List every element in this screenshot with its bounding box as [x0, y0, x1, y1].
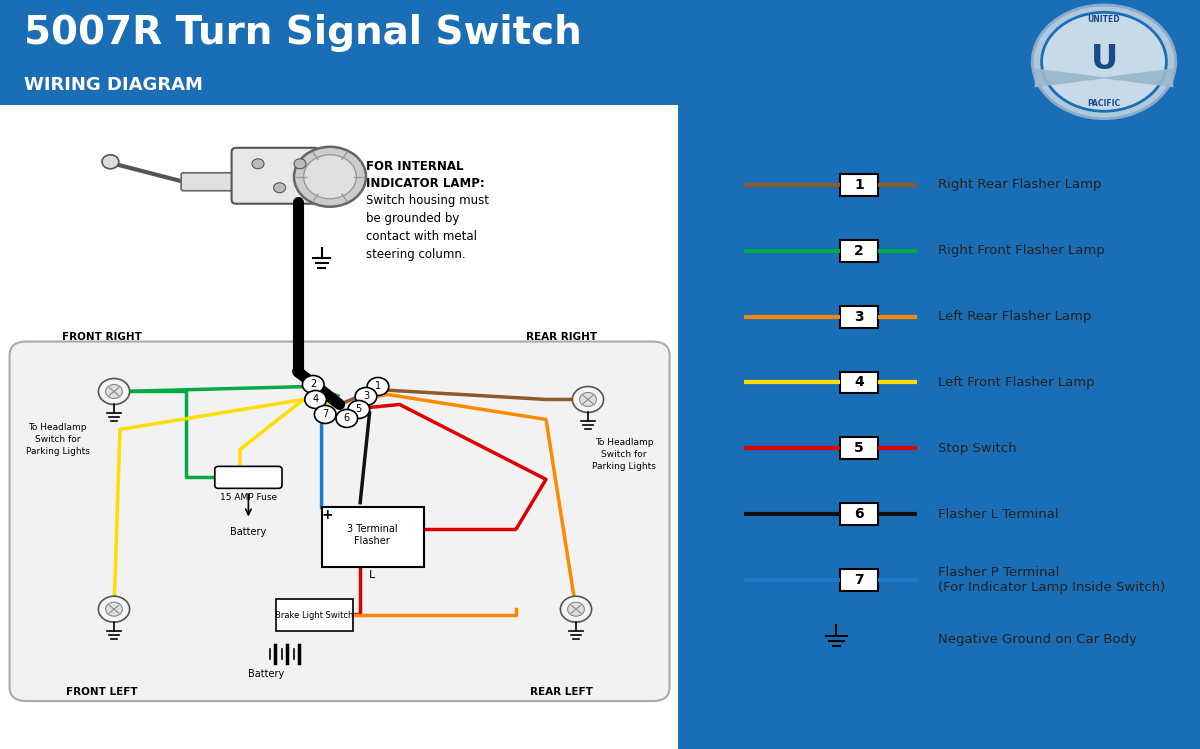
Text: 3: 3	[854, 309, 864, 324]
Circle shape	[274, 183, 286, 192]
Text: 5: 5	[355, 404, 362, 414]
FancyBboxPatch shape	[322, 507, 424, 567]
FancyBboxPatch shape	[276, 599, 353, 631]
Polygon shape	[1104, 69, 1172, 87]
FancyBboxPatch shape	[840, 174, 878, 195]
Text: L: L	[368, 570, 376, 580]
Circle shape	[572, 386, 604, 413]
Text: 3: 3	[362, 392, 370, 401]
Circle shape	[560, 596, 592, 622]
FancyBboxPatch shape	[840, 437, 878, 459]
Circle shape	[348, 401, 370, 419]
Text: 2: 2	[854, 243, 864, 258]
Text: FOR INTERNAL
INDICATOR LAMP:: FOR INTERNAL INDICATOR LAMP:	[366, 160, 485, 189]
Circle shape	[305, 390, 326, 408]
Circle shape	[367, 377, 389, 395]
Text: Right Rear Flasher Lamp: Right Rear Flasher Lamp	[938, 178, 1102, 191]
Circle shape	[355, 387, 377, 405]
Circle shape	[98, 378, 130, 404]
Circle shape	[252, 159, 264, 169]
Circle shape	[102, 155, 119, 169]
Text: Switch housing must
be grounded by
contact with metal
steering column.: Switch housing must be grounded by conta…	[366, 194, 490, 261]
Text: To Headlamp
Switch for
Parking Lights: To Headlamp Switch for Parking Lights	[592, 438, 656, 470]
FancyBboxPatch shape	[840, 569, 878, 591]
FancyBboxPatch shape	[181, 173, 276, 191]
Text: Left Rear Flasher Lamp: Left Rear Flasher Lamp	[938, 310, 1092, 323]
Text: Flasher L Terminal: Flasher L Terminal	[938, 508, 1060, 521]
FancyBboxPatch shape	[10, 342, 670, 701]
Text: To Headlamp
Switch for
Parking Lights: To Headlamp Switch for Parking Lights	[25, 423, 90, 455]
FancyBboxPatch shape	[840, 503, 878, 525]
Text: 6: 6	[343, 413, 350, 423]
Text: REAR RIGHT: REAR RIGHT	[526, 332, 598, 342]
Text: UNITED: UNITED	[1087, 15, 1121, 24]
Text: PACIFIC: PACIFIC	[1087, 100, 1121, 109]
Text: 3 Terminal
Flasher: 3 Terminal Flasher	[347, 524, 397, 546]
Text: 4: 4	[312, 395, 319, 404]
Circle shape	[580, 392, 596, 407]
FancyBboxPatch shape	[840, 306, 878, 327]
Text: WIRING DIAGRAM: WIRING DIAGRAM	[24, 76, 203, 94]
Text: Right Front Flasher Lamp: Right Front Flasher Lamp	[938, 244, 1105, 257]
Circle shape	[314, 405, 336, 423]
Text: 7: 7	[854, 573, 864, 587]
Circle shape	[336, 410, 358, 428]
Text: REAR LEFT: REAR LEFT	[530, 687, 593, 697]
Text: FRONT LEFT: FRONT LEFT	[66, 687, 138, 697]
Text: U: U	[1091, 43, 1117, 76]
Circle shape	[294, 159, 306, 169]
Text: 1: 1	[854, 178, 864, 192]
Polygon shape	[1036, 69, 1104, 87]
Text: 7: 7	[322, 410, 329, 419]
Text: 1: 1	[374, 381, 382, 392]
Text: Flasher P Terminal
(For Indicator Lamp Inside Switch): Flasher P Terminal (For Indicator Lamp I…	[938, 566, 1165, 594]
Text: 6: 6	[854, 507, 864, 521]
Circle shape	[1032, 5, 1176, 118]
Text: Stop Switch: Stop Switch	[938, 442, 1018, 455]
Text: 2: 2	[310, 380, 317, 389]
Text: Brake Light Switch: Brake Light Switch	[275, 610, 354, 619]
Text: Battery: Battery	[248, 669, 284, 679]
Text: Battery: Battery	[230, 527, 266, 537]
Text: 4: 4	[854, 375, 864, 389]
FancyBboxPatch shape	[840, 372, 878, 393]
Circle shape	[1042, 13, 1166, 111]
FancyBboxPatch shape	[232, 148, 319, 204]
Circle shape	[304, 155, 356, 198]
Text: 5007R Turn Signal Switch: 5007R Turn Signal Switch	[24, 13, 582, 52]
Text: +: +	[322, 509, 334, 522]
FancyBboxPatch shape	[215, 467, 282, 488]
Text: 5: 5	[854, 441, 864, 455]
Circle shape	[568, 602, 584, 616]
Circle shape	[98, 596, 130, 622]
Text: Left Front Flasher Lamp: Left Front Flasher Lamp	[938, 376, 1096, 389]
FancyBboxPatch shape	[840, 240, 878, 261]
Circle shape	[106, 384, 122, 398]
Circle shape	[106, 602, 122, 616]
Text: Negative Ground on Car Body: Negative Ground on Car Body	[938, 633, 1138, 646]
Text: FRONT RIGHT: FRONT RIGHT	[62, 332, 142, 342]
Text: 15 AMP Fuse: 15 AMP Fuse	[220, 493, 277, 502]
Circle shape	[302, 375, 324, 393]
Circle shape	[294, 147, 366, 207]
